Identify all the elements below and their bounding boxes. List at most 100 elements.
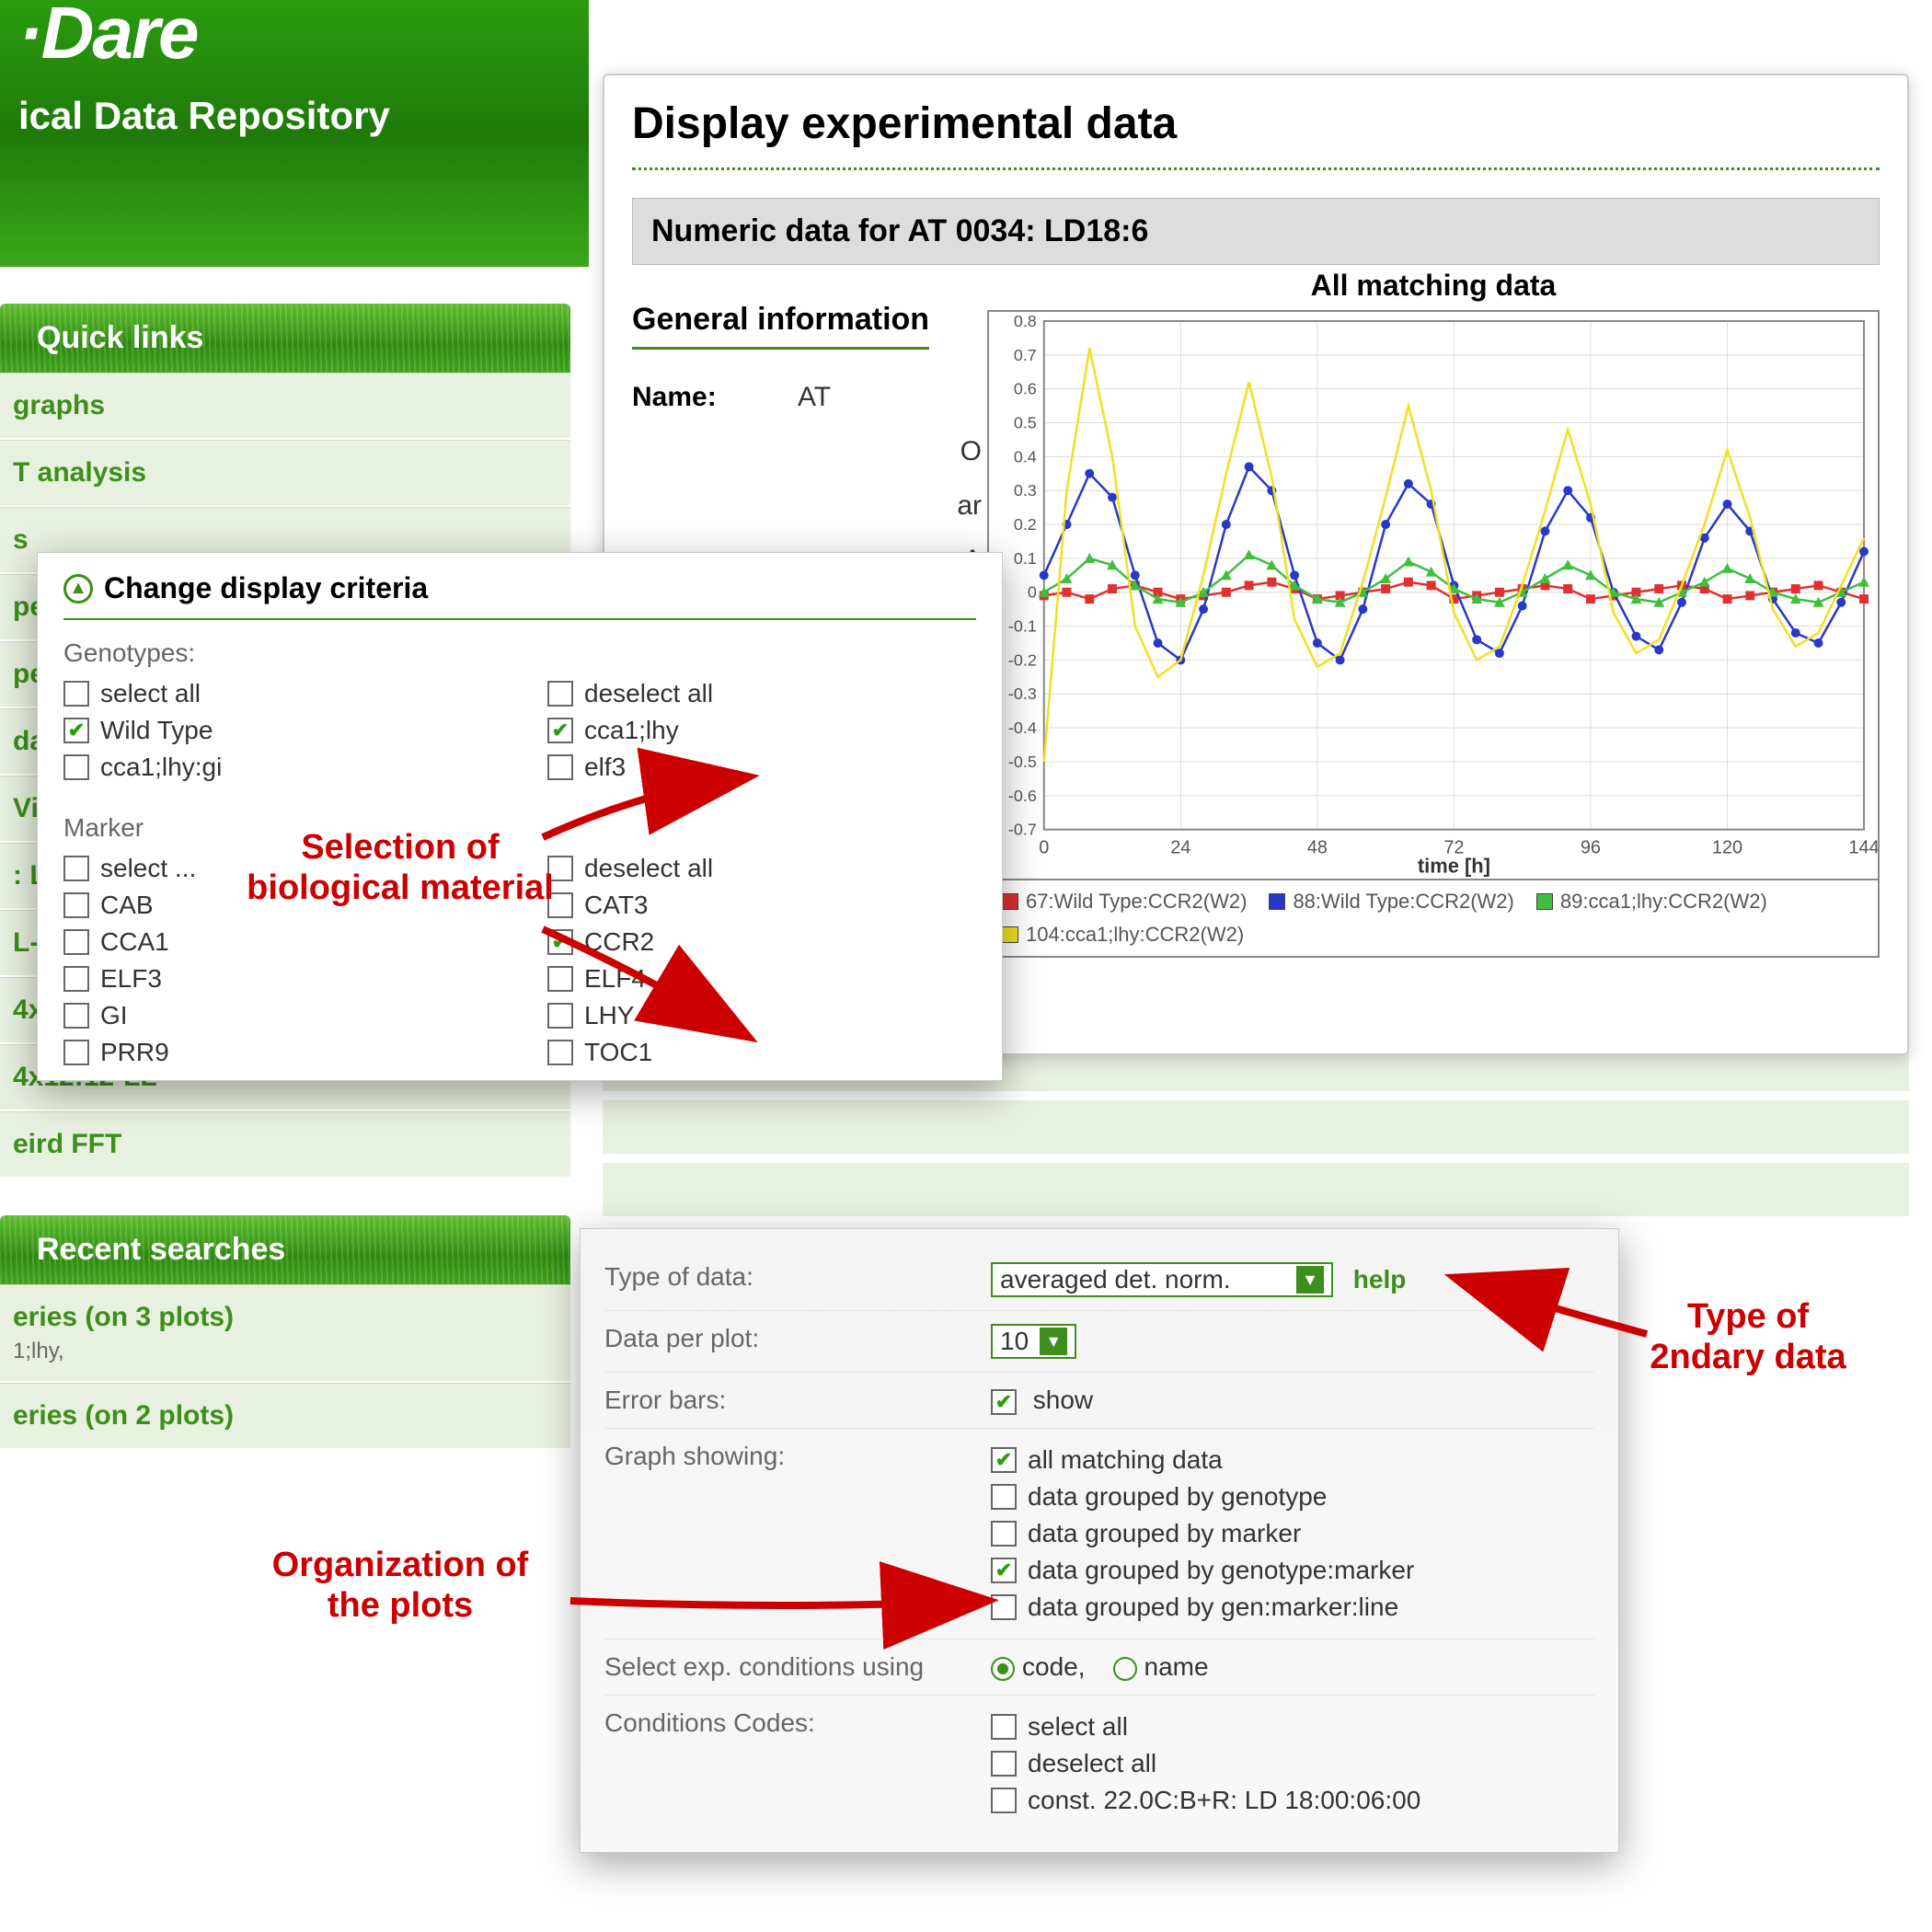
type-of-data-select[interactable]: averaged det. norm. ▼ [991,1262,1333,1297]
svg-text:144: 144 [1848,838,1878,858]
checkbox-icon[interactable] [547,754,573,780]
svg-text:time [h]: time [h] [1418,854,1490,877]
radio-option[interactable]: name [1113,1652,1209,1681]
checkbox-option[interactable]: cca1;lhy:gi [63,749,492,786]
error-bars-checkbox[interactable] [991,1389,1017,1415]
checkbox-icon[interactable] [63,966,89,992]
checkbox-option[interactable]: elf3 [547,749,976,786]
checkbox-icon[interactable] [991,1521,1017,1547]
conditions-codes-label: Conditions Codes: [604,1708,991,1738]
checkbox-icon[interactable] [991,1751,1017,1777]
radio-icon[interactable] [991,1657,1015,1681]
svg-text:0.1: 0.1 [1014,549,1037,568]
collapse-icon[interactable]: ▲ [63,574,93,604]
genotypes-label: Genotypes: [63,638,976,668]
checkbox-option[interactable]: ELF4 [547,960,976,997]
checkbox-option[interactable]: data grouped by genotype:marker [991,1552,1594,1589]
radio-option[interactable]: code, [991,1652,1086,1681]
checkbox-option[interactable]: GI [63,997,492,1034]
checkbox-icon[interactable] [991,1558,1017,1583]
legend-item: 67:Wild Type:CCR2(W2) [1002,890,1247,914]
svg-text:-0.7: -0.7 [1008,821,1037,839]
checkbox-icon[interactable] [63,754,89,780]
type-of-data-label: Type of data: [604,1262,991,1292]
checkbox-option[interactable]: const. 22.0C:B+R: LD 18:00:06:00 [991,1782,1594,1819]
checkbox-icon[interactable] [991,1594,1017,1620]
sidebar-item[interactable]: eries (on 3 plots)1;lhy, [0,1284,570,1383]
checkbox-icon[interactable] [991,1447,1017,1473]
checkbox-option[interactable]: all matching data [991,1442,1594,1478]
checkbox-icon[interactable] [547,929,573,955]
page-title: Display experimental data [632,98,1880,149]
checkbox-option[interactable]: cca1;lhy [547,712,976,749]
checkbox-option[interactable]: PRR9 [63,1034,492,1071]
checkbox-icon[interactable] [63,929,89,955]
checkbox-option[interactable]: select all [991,1708,1594,1745]
sidebar-item[interactable]: eries (on 2 plots) [0,1383,570,1450]
checkbox-option[interactable]: ELF3 [63,960,492,997]
checkbox-option[interactable]: select all [63,675,492,712]
checkbox-option[interactable]: deselect all [547,675,976,712]
annotation-org: Organization ofthe plots [244,1546,557,1626]
chart-container: All matching data -0.7-0.6-0.5-0.4-0.3-0… [987,269,1880,958]
svg-text:0: 0 [1039,838,1049,858]
sidebar-item[interactable]: T analysis [0,440,570,507]
general-info-header: General information [632,302,929,350]
checkbox-option[interactable]: CAT3 [547,887,976,924]
criteria-panel: ▲ Change display criteria Genotypes: sel… [37,552,1003,1081]
checkbox-option[interactable]: TOC1 [547,1034,976,1071]
checkbox-option[interactable]: CCA1 [63,924,492,960]
svg-text:-0.4: -0.4 [1008,719,1037,737]
checkbox-icon[interactable] [63,1040,89,1065]
legend-item: 89:cca1;lhy:CCR2(W2) [1536,890,1767,914]
checkbox-icon[interactable] [991,1484,1017,1510]
checkbox-icon[interactable] [63,856,89,881]
data-per-plot-select[interactable]: 10 ▼ [991,1324,1076,1359]
checkbox-option[interactable]: deselect all [547,850,976,887]
checkbox-icon[interactable] [547,966,573,992]
checkbox-icon[interactable] [547,1040,573,1065]
checkbox-icon[interactable] [547,681,573,707]
svg-text:0: 0 [1028,583,1037,602]
checkbox-option[interactable]: deselect all [991,1745,1594,1782]
checkbox-icon[interactable] [63,681,89,707]
chart-title: All matching data [987,269,1880,303]
svg-text:0.7: 0.7 [1014,346,1037,364]
svg-text:48: 48 [1307,838,1328,858]
checkbox-option[interactable]: Wild Type [63,712,492,749]
app-subtitle: ical Data Repository [18,94,570,138]
legend-item: 104:cca1;lhy:CCR2(W2) [1002,923,1244,947]
checkbox-icon[interactable] [991,1788,1017,1813]
svg-text:0.6: 0.6 [1014,380,1037,398]
checkbox-option[interactable]: select ... [63,850,492,887]
checkbox-icon[interactable] [63,718,89,743]
checkbox-icon[interactable] [547,718,573,743]
checkbox-icon[interactable] [63,1003,89,1029]
sidebar-item[interactable]: eird FFT [0,1111,570,1179]
sidebar-item[interactable]: graphs [0,373,570,440]
options-panel: Type of data: averaged det. norm. ▼ help… [580,1228,1619,1853]
checkbox-icon[interactable] [63,892,89,918]
svg-text:-0.1: -0.1 [1008,617,1037,636]
criteria-title: Change display criteria [104,571,428,605]
checkbox-option[interactable]: CAB [63,887,492,924]
checkbox-icon[interactable] [547,1003,573,1029]
checkbox-option[interactable]: LHY [547,997,976,1034]
radio-icon[interactable] [1113,1657,1137,1681]
checkbox-icon[interactable] [991,1714,1017,1740]
chart-area: -0.7-0.6-0.5-0.4-0.3-0.2-0.100.10.20.30.… [987,310,1880,880]
svg-text:0.2: 0.2 [1014,515,1037,534]
help-link[interactable]: help [1353,1265,1407,1294]
checkbox-option[interactable]: data grouped by gen:marker:line [991,1589,1594,1626]
name-label: Name: [632,382,798,413]
checkbox-option[interactable]: CCR2 [547,924,976,960]
svg-text:0.5: 0.5 [1014,413,1037,431]
checkbox-option[interactable]: data grouped by genotype [991,1478,1594,1515]
checkbox-icon[interactable] [547,856,573,881]
checkbox-icon[interactable] [547,892,573,918]
checkbox-option[interactable]: data grouped by marker [991,1515,1594,1552]
svg-text:0.3: 0.3 [1014,481,1037,500]
quick-links-header: Quick links [0,304,570,373]
graph-showing-label: Graph showing: [604,1442,991,1471]
svg-text:24: 24 [1170,838,1190,858]
